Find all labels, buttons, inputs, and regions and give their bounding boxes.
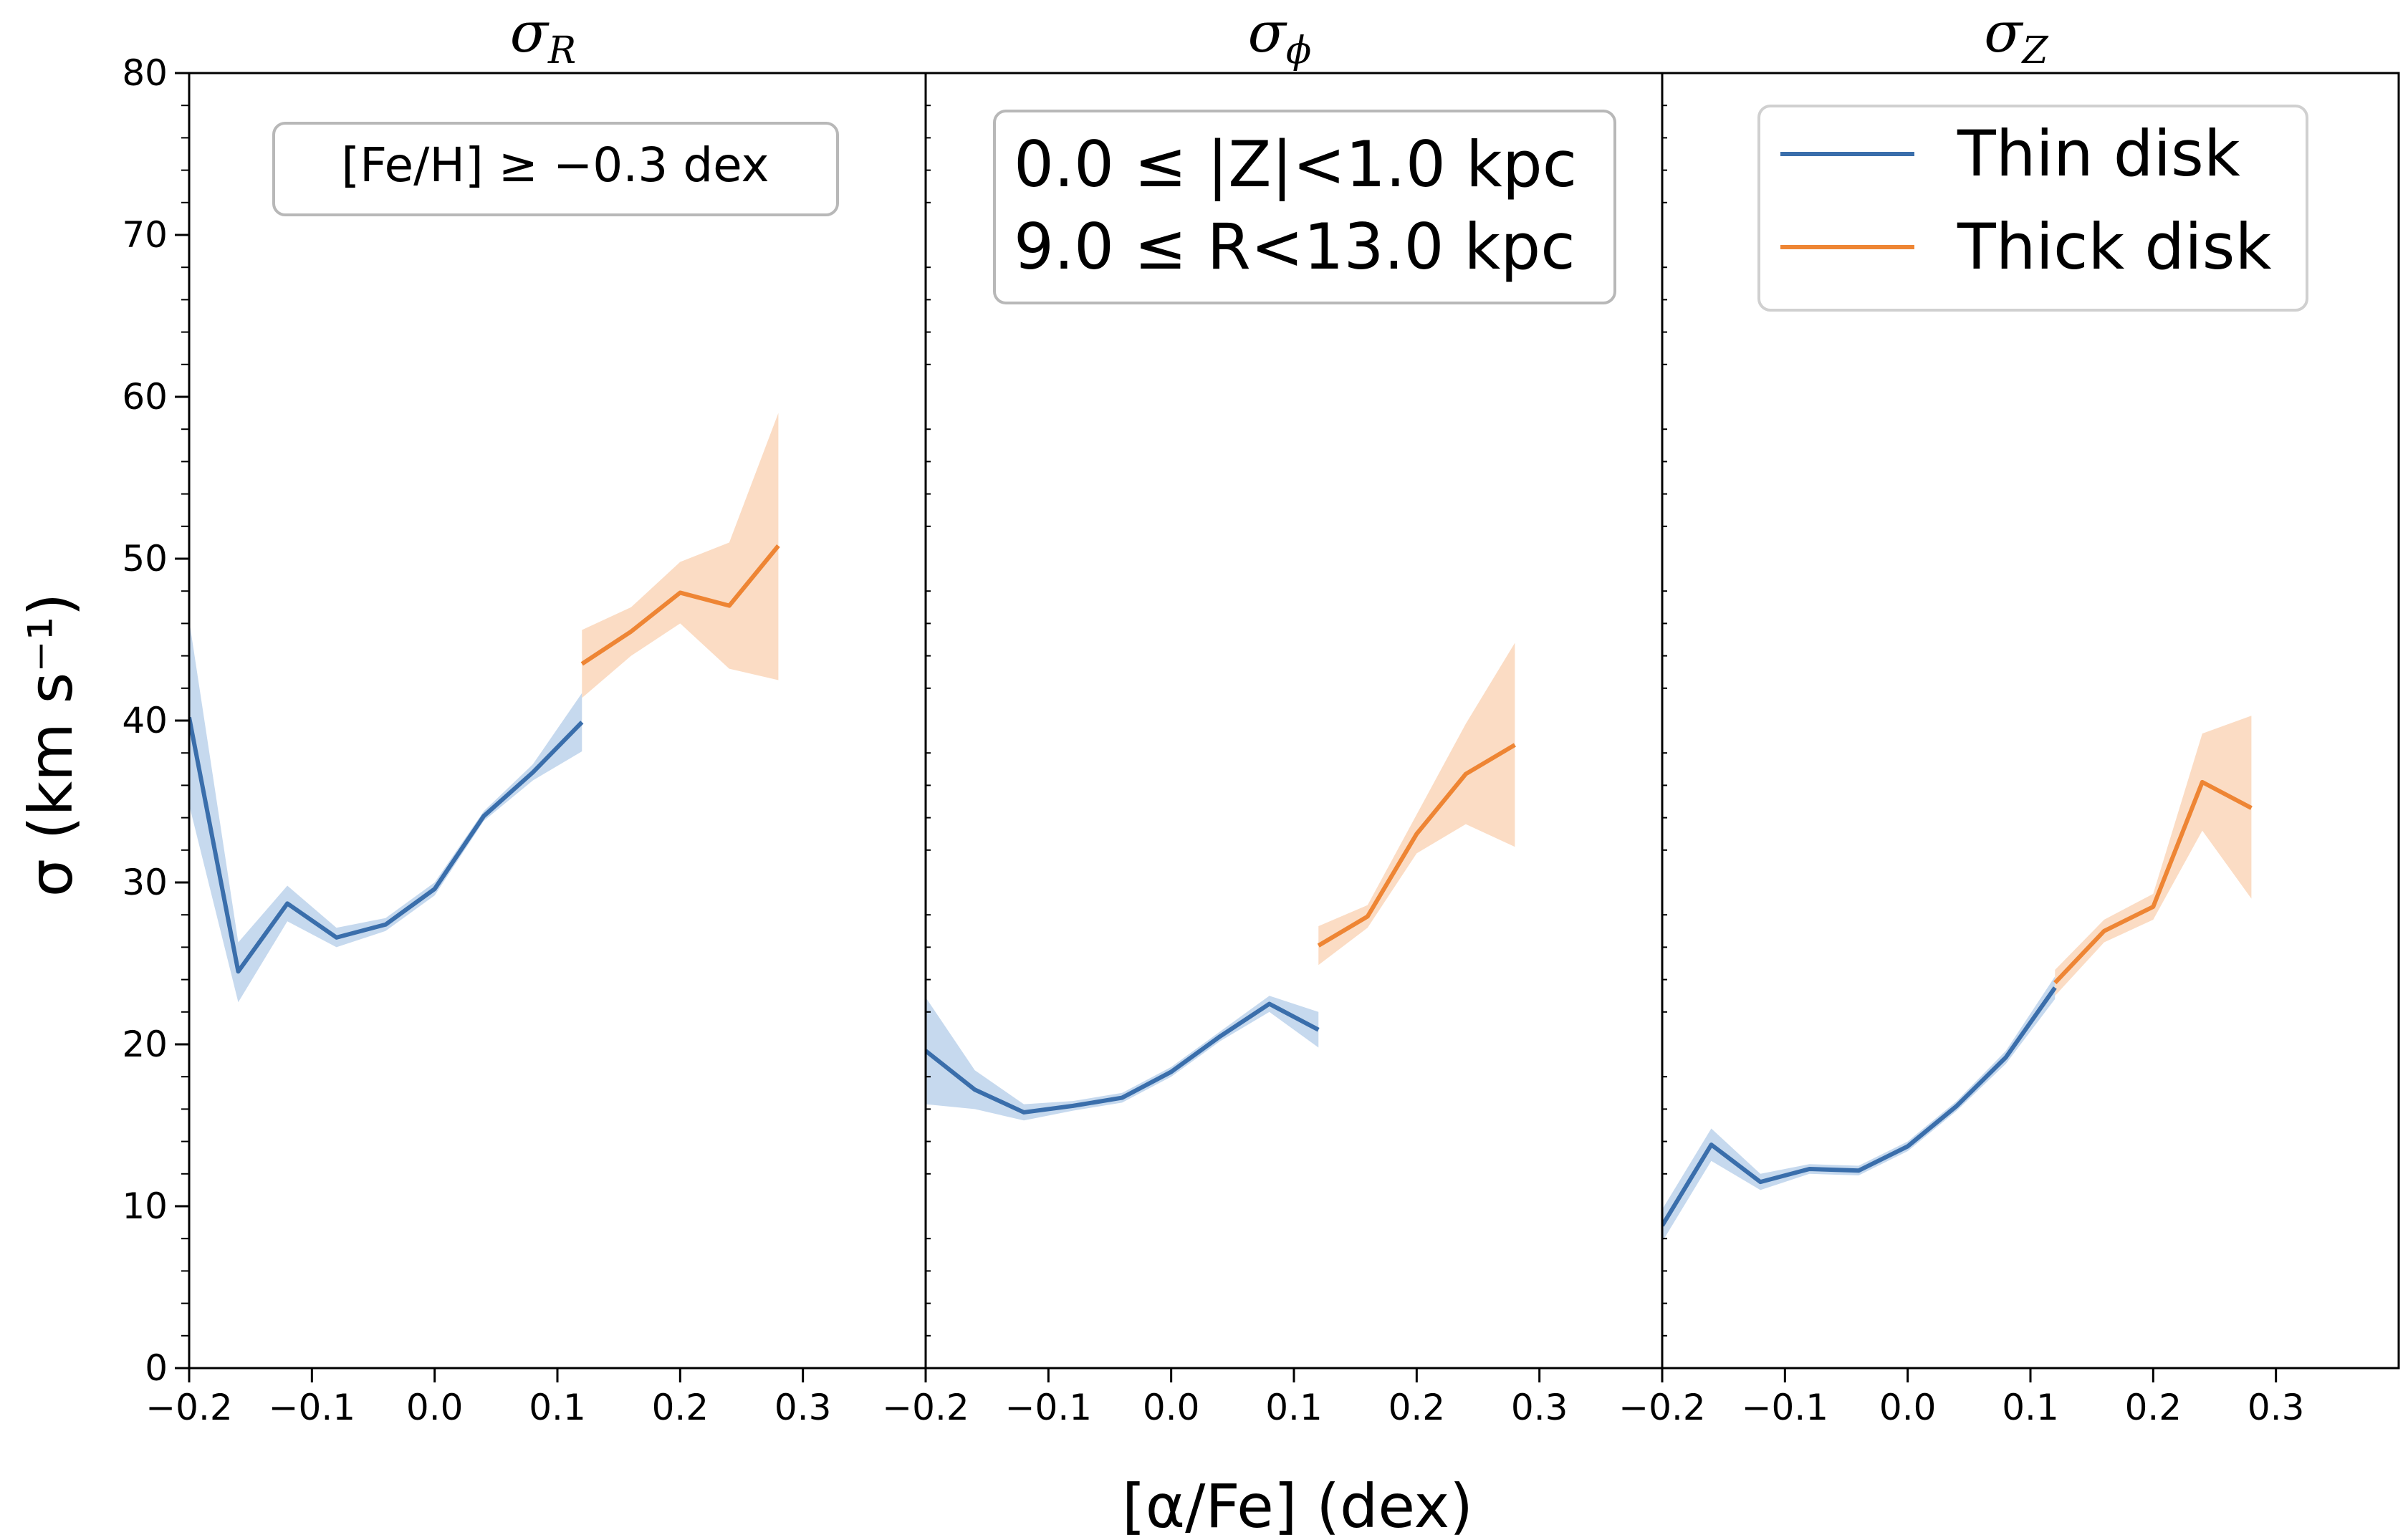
- y-tick-label-4: 40: [122, 700, 168, 741]
- panel-1-x-tick-label-0: −0.2: [145, 1387, 232, 1428]
- panel-3-x-tick-label-0: −0.2: [1618, 1387, 1705, 1428]
- panel-2-thick-disk-band: [1318, 643, 1515, 966]
- panel-2-title-sigma: σ: [1248, 1, 1287, 65]
- panel-1-thick-disk-band: [582, 413, 779, 698]
- panel-1-x-tick-label-1: −0.1: [269, 1387, 355, 1428]
- range-annotation-box: 0.0 ≤ |Z|<1.0 kpc 9.0 ≤ R<13.0 kpc: [993, 110, 1616, 304]
- panel-1-x-tick-label-4: 0.2: [652, 1387, 709, 1428]
- panel-2-plot-area: [926, 643, 1516, 1121]
- y-tick-label-8: 80: [122, 52, 168, 94]
- panel-1-title-sigma: σ: [510, 1, 550, 65]
- panel-3-thin-disk-line: [1662, 986, 2057, 1227]
- panel-3-title: σZ: [1984, 1, 2048, 72]
- panel-3-plot-area: [1662, 716, 2253, 1242]
- legend-thick-label: Thick disk: [1957, 210, 2271, 284]
- panel-2-x-tick-label-0: −0.2: [882, 1387, 969, 1428]
- panel-3-thin-disk-band: [1662, 976, 2056, 1242]
- panel-1-title: σR: [510, 1, 576, 72]
- panel-2-x-tick-label-3: 0.1: [1265, 1387, 1323, 1428]
- r-range-annotation: 9.0 ≤ R<13.0 kpc: [1014, 210, 1575, 284]
- feh-annotation-box: [Fe/H] ≥ −0.3 dex: [272, 122, 839, 216]
- panel-1-title-subscript: R: [547, 29, 576, 72]
- panel-3-title-subscript: Z: [2021, 29, 2049, 72]
- y-tick-label-7: 70: [122, 214, 168, 256]
- y-tick-label-3: 30: [122, 862, 168, 903]
- panel-1: −0.2 −0.1 0.0 0.1 0.2 0.3 0 10 20 30 40 50 60 70 80 σR: [122, 1, 927, 1428]
- panel-2-x-tick-label-5: 0.3: [1511, 1387, 1568, 1428]
- panel-3-x-tick-label-3: 0.1: [2002, 1387, 2059, 1428]
- panel-1-x-tick-label-3: 0.1: [529, 1387, 586, 1428]
- panels: −0.2 −0.1 0.0 0.1 0.2 0.301020304050607080σR−…: [122, 1, 2400, 1428]
- panel-1-thin-disk-line: [189, 716, 584, 974]
- panel-2-x-tick-label-1: −0.1: [1005, 1387, 1092, 1428]
- panel-3-x-tick-label-5: 0.3: [2248, 1387, 2305, 1428]
- y-tick-label-1: 10: [122, 1185, 168, 1227]
- panel-3-thick-disk-line: [2053, 779, 2253, 985]
- panel-2-thin-disk-line: [926, 1001, 1320, 1115]
- panel-2-x-tick-label-2: 0.0: [1143, 1387, 1200, 1428]
- legend-thin-label: Thin disk: [1957, 117, 2240, 191]
- y-tick-label-5: 50: [122, 538, 168, 579]
- panel-1-x-tick-label-2: 0.0: [406, 1387, 464, 1428]
- panel-3: −0.2 −0.1 0.0 0.1 0.2 0.3 σZ: [1618, 1, 2400, 1428]
- panel-3-frame: [1661, 72, 2400, 1370]
- y-tick-label-6: 60: [122, 376, 168, 418]
- panel-3-x-tick-label-1: −0.1: [1742, 1387, 1828, 1428]
- panel-1-thick-disk-line: [580, 544, 780, 666]
- panel-2-thick-disk-line: [1317, 743, 1516, 948]
- panel-3-x-tick-label-2: 0.0: [1879, 1387, 1937, 1428]
- panel-3-x-tick-label-4: 0.2: [2125, 1387, 2182, 1428]
- panel-2-title: σϕ: [1248, 1, 1312, 72]
- z-range-annotation: 0.0 ≤ |Z|<1.0 kpc: [1014, 127, 1577, 202]
- panel-1-x-tick-label-5: 0.3: [774, 1387, 832, 1428]
- y-tick-label-0: 0: [145, 1347, 168, 1389]
- panel-3-title-sigma: σ: [1984, 1, 2023, 65]
- panel-1-plot-area: [189, 413, 780, 1003]
- x-axis-title: [α/Fe] (dex): [1122, 1471, 1473, 1540]
- y-tick-label-2: 20: [122, 1024, 168, 1065]
- panel-2-x-tick-label-4: 0.2: [1388, 1387, 1446, 1428]
- feh-annotation: [Fe/H] ≥ −0.3 dex: [341, 138, 769, 193]
- panel-1-thin-disk-band: [189, 620, 582, 1003]
- panel-1-frame: [188, 72, 927, 1370]
- legend: Thin disk Thick disk: [1757, 105, 2308, 312]
- panel-2-title-subscript: ϕ: [1286, 29, 1311, 72]
- panel-2: −0.2 −0.1 0.0 0.1 0.2 0.3 σϕ: [882, 1, 1664, 1428]
- panel-2-thin-disk-band: [926, 996, 1319, 1121]
- y-axis-title: σ (km s⁻¹): [16, 593, 86, 897]
